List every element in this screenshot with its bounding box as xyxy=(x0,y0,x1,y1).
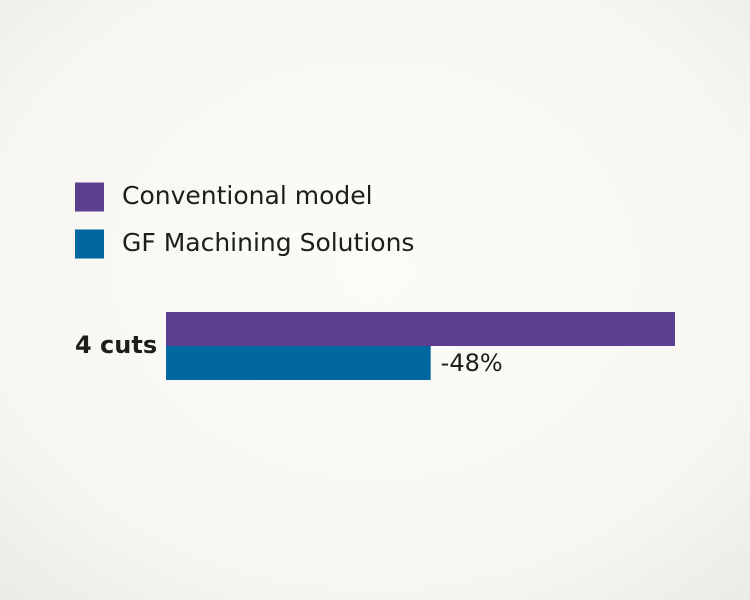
legend-label: Conventional model xyxy=(122,181,373,210)
annotation: -48% xyxy=(441,349,503,377)
bar xyxy=(166,312,675,346)
legend-swatch xyxy=(75,182,104,212)
bar xyxy=(166,346,431,380)
legend-swatch xyxy=(75,229,104,259)
legend-label: GF Machining Solutions xyxy=(122,228,414,257)
category-label: 4 cuts xyxy=(75,331,157,359)
